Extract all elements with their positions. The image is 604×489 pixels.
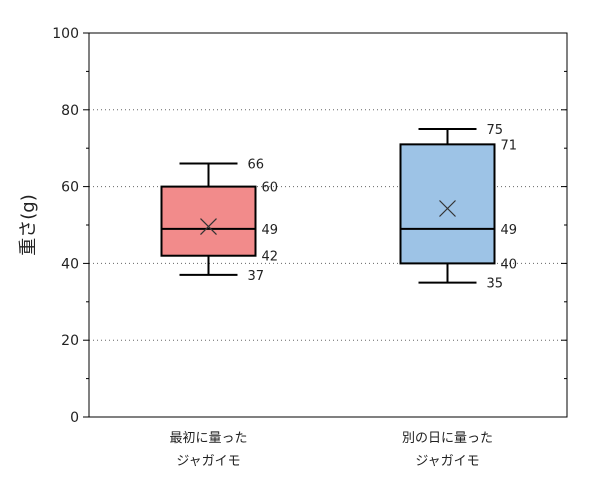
median-label: 49 xyxy=(501,223,518,238)
y-tick-label: 80 xyxy=(61,103,79,119)
y-tick-label: 0 xyxy=(70,410,79,426)
max-label: 66 xyxy=(248,158,265,173)
x-category-label: 最初に量った xyxy=(169,431,247,446)
plot-frame xyxy=(88,32,568,418)
q1-label: 40 xyxy=(501,257,518,272)
max-label: 75 xyxy=(487,123,504,138)
x-category-label: ジャガイモ xyxy=(415,454,479,469)
iqr-box xyxy=(399,143,496,265)
min-label: 35 xyxy=(487,277,504,292)
mean-marker xyxy=(439,200,456,217)
x-category-label: 別の日に量った xyxy=(402,431,493,446)
y-tick-label: 40 xyxy=(61,256,79,272)
boxes: 6637604249最初に量ったジャガイモ7535714049別の日に量ったジャ… xyxy=(160,123,518,469)
y-tick-label: 60 xyxy=(61,180,79,196)
y-axis-title: 重さ(g) xyxy=(18,194,39,255)
iqr-box xyxy=(160,185,257,257)
q3-label: 60 xyxy=(262,181,279,196)
y-tick-label: 20 xyxy=(61,333,79,349)
mean-marker xyxy=(200,218,217,235)
q1-label: 42 xyxy=(262,250,279,265)
y-tick-label: 100 xyxy=(52,26,79,42)
min-label: 37 xyxy=(248,269,265,284)
q3-label: 71 xyxy=(501,138,518,153)
median-label: 49 xyxy=(262,223,279,238)
x-category-label: ジャガイモ xyxy=(176,454,240,469)
y-axis-ticks: 0 20 40 60 80 100 xyxy=(52,26,567,426)
